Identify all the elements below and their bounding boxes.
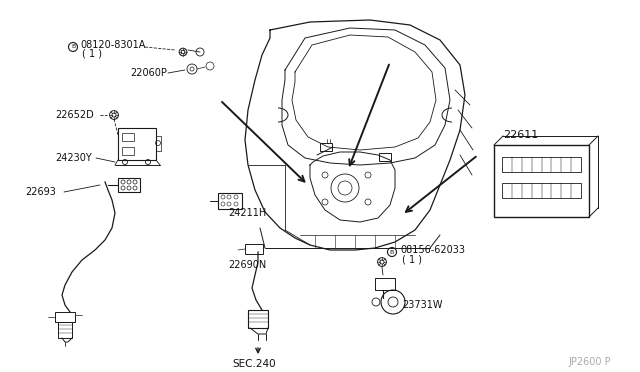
- Text: 22693: 22693: [25, 187, 56, 197]
- Text: B: B: [71, 45, 75, 49]
- Text: B: B: [390, 250, 394, 254]
- Bar: [379, 153, 391, 161]
- Bar: [248, 310, 268, 328]
- Text: JP2600 P: JP2600 P: [568, 357, 611, 367]
- Bar: [502, 157, 581, 172]
- Bar: [156, 136, 161, 151]
- Text: 08120-8301A: 08120-8301A: [80, 40, 145, 50]
- Bar: [122, 133, 134, 141]
- Bar: [118, 178, 140, 192]
- Text: 23731W: 23731W: [402, 300, 442, 310]
- Bar: [58, 322, 72, 338]
- Bar: [502, 183, 581, 198]
- Bar: [494, 145, 589, 217]
- Text: 22611: 22611: [503, 130, 538, 140]
- Text: 22690N: 22690N: [228, 260, 266, 270]
- Bar: [320, 143, 332, 151]
- Text: ( 1 ): ( 1 ): [402, 254, 422, 264]
- Bar: [375, 278, 395, 290]
- Bar: [122, 147, 134, 155]
- Text: ( 1 ): ( 1 ): [82, 49, 102, 59]
- Text: 24211H: 24211H: [228, 208, 266, 218]
- Bar: [55, 312, 75, 322]
- Bar: [118, 128, 156, 160]
- Text: SEC.240: SEC.240: [232, 359, 276, 369]
- Text: 22652D: 22652D: [55, 110, 93, 120]
- Bar: [218, 193, 242, 209]
- Bar: [245, 244, 263, 254]
- Text: 08156-62033: 08156-62033: [400, 245, 465, 255]
- Text: 24230Y: 24230Y: [55, 153, 92, 163]
- Text: 22060P: 22060P: [130, 68, 167, 78]
